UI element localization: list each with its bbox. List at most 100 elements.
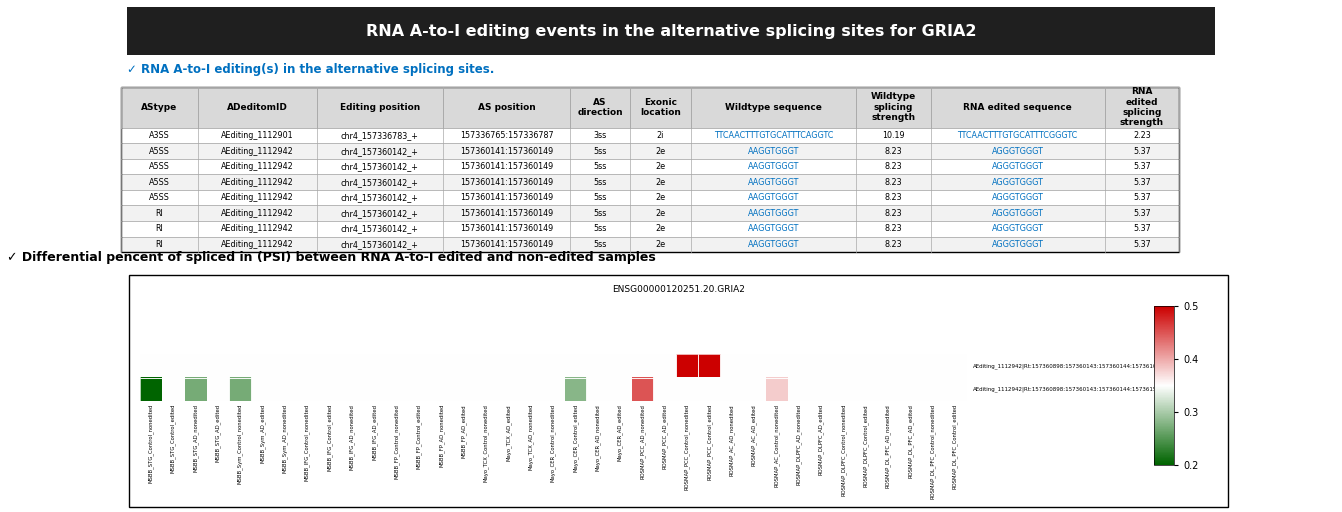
Bar — [743, 354, 765, 377]
Text: 5ss: 5ss — [593, 209, 607, 218]
Text: 2e: 2e — [655, 178, 666, 187]
Text: ROSMAP_DLPFC_Control_nonedited: ROSMAP_DLPFC_Control_nonedited — [840, 404, 847, 497]
Text: AAGGTGGGT: AAGGTGGGT — [747, 193, 798, 202]
Bar — [788, 354, 809, 377]
Bar — [184, 354, 207, 377]
Bar — [586, 377, 609, 401]
Text: 157360141:157360149: 157360141:157360149 — [460, 178, 553, 187]
Bar — [184, 377, 207, 401]
Bar — [765, 377, 788, 401]
Text: AS
direction: AS direction — [577, 98, 623, 117]
Bar — [855, 354, 876, 377]
Text: 2e: 2e — [655, 146, 666, 156]
Text: ROSMAP_PCC_Control_nonedited: ROSMAP_PCC_Control_nonedited — [684, 404, 690, 490]
Text: chr4_157360142_+: chr4_157360142_+ — [341, 193, 419, 202]
FancyBboxPatch shape — [121, 221, 1180, 237]
Bar — [654, 377, 676, 401]
Text: AS position: AS position — [478, 103, 535, 112]
Text: ROSMAP_PCC_AD_nonedited: ROSMAP_PCC_AD_nonedited — [639, 404, 646, 479]
Text: Editing position: Editing position — [340, 103, 420, 112]
Text: 157360141:157360149: 157360141:157360149 — [460, 193, 553, 202]
Text: AEditing_1112942|Rt:157360898:157360143:157360144:157361009:1: AEditing_1112942|Rt:157360898:157360143:… — [973, 363, 1170, 369]
Bar — [429, 354, 452, 377]
Bar — [385, 377, 408, 401]
Text: AGGGTGGGT: AGGGTGGGT — [992, 224, 1044, 233]
Bar — [922, 377, 943, 401]
Text: RNA A-to-I editing events in the alternative splicing sites for GRIA2: RNA A-to-I editing events in the alterna… — [366, 24, 976, 38]
Bar — [519, 377, 542, 401]
Text: AAGGTGGGT: AAGGTGGGT — [747, 162, 798, 171]
Text: AEditing_1112942: AEditing_1112942 — [221, 146, 294, 156]
Bar — [140, 354, 162, 377]
Text: 5.37: 5.37 — [1133, 224, 1151, 233]
Bar — [698, 354, 721, 377]
Text: 8.23: 8.23 — [884, 162, 902, 171]
Text: Wildtype
splicing
strength: Wildtype splicing strength — [871, 93, 915, 122]
Text: MSBB_Sym_AD_nonedited: MSBB_Sym_AD_nonedited — [282, 404, 287, 473]
Text: ENSG00000120251.20.GRIA2: ENSG00000120251.20.GRIA2 — [612, 285, 745, 294]
Text: AAGGTGGGT: AAGGTGGGT — [747, 178, 798, 187]
Text: ROSMAP_DLPFC_Control_edited: ROSMAP_DLPFC_Control_edited — [863, 404, 868, 486]
Text: RI: RI — [156, 209, 164, 218]
Bar — [743, 377, 765, 401]
FancyBboxPatch shape — [121, 175, 1180, 190]
Text: RI: RI — [156, 240, 164, 249]
Bar — [475, 377, 497, 401]
Text: chr4_157360142_+: chr4_157360142_+ — [341, 146, 419, 156]
Text: Exonic
location: Exonic location — [640, 98, 680, 117]
Text: 5ss: 5ss — [593, 224, 607, 233]
Bar — [385, 354, 408, 377]
Bar — [429, 377, 452, 401]
Bar — [876, 354, 899, 377]
Bar — [229, 354, 251, 377]
Text: AGGGTGGGT: AGGGTGGGT — [992, 193, 1044, 202]
Text: ROSMAP_DLPFC_AD_nonedited: ROSMAP_DLPFC_AD_nonedited — [796, 404, 801, 485]
Text: Mayo_TCX_Control_nonedited: Mayo_TCX_Control_nonedited — [483, 404, 488, 482]
Text: 157360141:157360149: 157360141:157360149 — [460, 224, 553, 233]
FancyBboxPatch shape — [121, 128, 1180, 143]
FancyBboxPatch shape — [121, 159, 1180, 175]
Text: AAGGTGGGT: AAGGTGGGT — [747, 240, 798, 249]
FancyBboxPatch shape — [129, 274, 1228, 507]
Bar — [899, 354, 922, 377]
Text: 5.37: 5.37 — [1133, 193, 1151, 202]
Bar — [251, 354, 274, 377]
Bar — [609, 377, 631, 401]
Text: ROSMAP_DL_PFC_Control_edited: ROSMAP_DL_PFC_Control_edited — [953, 404, 958, 489]
Text: AEditing_1112942|Rt:157360898:157360143:157360144:157361537:1: AEditing_1112942|Rt:157360898:157360143:… — [973, 387, 1170, 392]
Text: Mayo_CER_AD_nonedited: Mayo_CER_AD_nonedited — [595, 404, 600, 471]
Bar — [140, 377, 162, 401]
Text: AAGGTGGGT: AAGGTGGGT — [747, 146, 798, 156]
Text: 5ss: 5ss — [593, 162, 607, 171]
Text: MSBB_STG_Control_nonedited: MSBB_STG_Control_nonedited — [148, 404, 153, 483]
Bar — [297, 377, 318, 401]
FancyBboxPatch shape — [121, 87, 1180, 128]
Bar — [832, 377, 855, 401]
Bar — [297, 354, 318, 377]
Text: ROSMAP_DL_PFC_Control_nonedited: ROSMAP_DL_PFC_Control_nonedited — [930, 404, 935, 499]
Text: 157360141:157360149: 157360141:157360149 — [460, 146, 553, 156]
Text: chr4_157360142_+: chr4_157360142_+ — [341, 178, 419, 187]
Text: A3SS: A3SS — [149, 131, 169, 140]
Bar — [809, 354, 832, 377]
Bar — [341, 354, 362, 377]
Text: A5SS: A5SS — [149, 193, 169, 202]
Text: 157336765:157336787: 157336765:157336787 — [460, 131, 553, 140]
Text: AEditing_1112942: AEditing_1112942 — [221, 193, 294, 202]
Text: 8.23: 8.23 — [884, 193, 902, 202]
Text: ROSMAP_DL_PFC_AD_edited: ROSMAP_DL_PFC_AD_edited — [907, 404, 913, 478]
Text: MSBB_IFG_AD_nonedited: MSBB_IFG_AD_nonedited — [349, 404, 354, 470]
Bar — [162, 354, 184, 377]
Text: 8.23: 8.23 — [884, 178, 902, 187]
Bar — [832, 354, 855, 377]
Bar — [631, 377, 654, 401]
Text: ROSMAP_DLPFC_AD_edited: ROSMAP_DLPFC_AD_edited — [819, 404, 824, 475]
Text: Mayo_CER_AD_edited: Mayo_CER_AD_edited — [617, 404, 623, 461]
Text: ROSMAP_DL_PFC_AD_nonedited: ROSMAP_DL_PFC_AD_nonedited — [886, 404, 891, 487]
Text: chr4_157360142_+: chr4_157360142_+ — [341, 162, 419, 171]
Text: MSBB_FP_AD_nonedited: MSBB_FP_AD_nonedited — [439, 404, 444, 467]
Text: MSBB_FP_Control_edited: MSBB_FP_Control_edited — [416, 404, 421, 469]
Text: ROSMAP_AC_Control_nonedited: ROSMAP_AC_Control_nonedited — [773, 404, 780, 487]
Text: 5.37: 5.37 — [1133, 209, 1151, 218]
Text: 2e: 2e — [655, 193, 666, 202]
